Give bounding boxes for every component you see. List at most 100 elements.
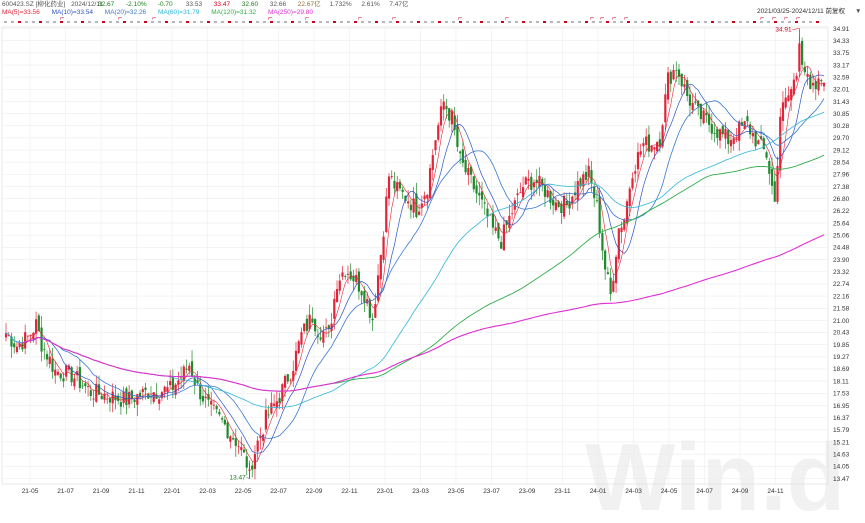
event-marker[interactable]: [25, 21, 28, 23]
event-marker[interactable]: [634, 21, 637, 23]
event-marker[interactable]: [494, 21, 497, 23]
event-marker[interactable]: [214, 21, 217, 23]
dropdown-arrow-icon[interactable]: ▼: [855, 8, 861, 15]
event-marker[interactable]: [424, 21, 427, 23]
event-marker[interactable]: [536, 21, 539, 23]
event-marker[interactable]: [375, 21, 378, 23]
event-flag-icon[interactable]: ⌐: [268, 15, 272, 22]
event-marker[interactable]: [543, 21, 546, 23]
event-marker[interactable]: [802, 21, 805, 23]
event-marker[interactable]: [606, 21, 609, 23]
event-marker[interactable]: [81, 21, 84, 23]
event-flag-icon[interactable]: ⌐: [624, 15, 628, 22]
event-marker[interactable]: [312, 21, 315, 23]
event-marker[interactable]: [53, 21, 56, 23]
event-flag-icon[interactable]: ⌐: [152, 15, 156, 22]
event-flag-icon[interactable]: ⌐: [784, 15, 788, 22]
event-marker[interactable]: [592, 21, 595, 23]
event-marker[interactable]: [816, 21, 819, 23]
event-marker[interactable]: [746, 21, 749, 23]
event-marker[interactable]: [480, 21, 483, 23]
event-marker[interactable]: [67, 21, 70, 23]
event-marker[interactable]: [298, 21, 301, 23]
event-marker[interactable]: [368, 21, 371, 23]
event-marker[interactable]: [354, 21, 357, 23]
event-marker[interactable]: [221, 21, 224, 23]
event-marker[interactable]: [284, 21, 287, 23]
event-marker[interactable]: [60, 21, 63, 23]
event-flag-icon[interactable]: ⌐: [772, 15, 776, 22]
event-flag-icon[interactable]: ⌐: [458, 15, 462, 22]
event-marker[interactable]: [648, 21, 651, 23]
event-marker[interactable]: [46, 21, 49, 23]
event-marker[interactable]: [200, 21, 203, 23]
event-marker[interactable]: [39, 21, 42, 23]
event-marker[interactable]: [529, 21, 532, 23]
event-marker[interactable]: [228, 21, 231, 23]
event-marker[interactable]: [193, 21, 196, 23]
event-marker[interactable]: [102, 21, 105, 23]
event-marker[interactable]: [396, 21, 399, 23]
event-marker[interactable]: [186, 21, 189, 23]
event-marker[interactable]: [767, 21, 770, 23]
event-marker[interactable]: [487, 21, 490, 23]
event-marker[interactable]: [620, 21, 623, 23]
event-marker[interactable]: [417, 21, 420, 23]
event-marker[interactable]: [508, 21, 511, 23]
event-marker[interactable]: [291, 21, 294, 23]
event-flag-icon[interactable]: ⌐: [600, 15, 604, 22]
event-marker[interactable]: [690, 21, 693, 23]
event-marker[interactable]: [655, 21, 658, 23]
event-marker[interactable]: [403, 21, 406, 23]
event-flag-icon[interactable]: ⌐: [392, 15, 396, 22]
event-marker[interactable]: [256, 21, 259, 23]
event-marker[interactable]: [172, 21, 175, 23]
event-marker[interactable]: [158, 21, 161, 23]
event-marker[interactable]: [795, 21, 798, 23]
event-marker[interactable]: [669, 21, 672, 23]
event-marker[interactable]: [697, 21, 700, 23]
event-marker[interactable]: [151, 21, 154, 23]
event-marker[interactable]: [179, 21, 182, 23]
event-marker[interactable]: [263, 21, 266, 23]
event-flag-icon[interactable]: ⌐: [590, 15, 594, 22]
event-marker[interactable]: [739, 21, 742, 23]
event-marker[interactable]: [704, 21, 707, 23]
event-marker[interactable]: [438, 21, 441, 23]
event-marker[interactable]: [641, 21, 644, 23]
date-range-label[interactable]: 2021/03/25-2024/12/11 前复权: [757, 6, 846, 15]
event-flag-icon[interactable]: ⌐: [118, 15, 122, 22]
event-marker[interactable]: [781, 21, 784, 23]
event-marker[interactable]: [627, 21, 630, 23]
event-marker[interactable]: [599, 21, 602, 23]
event-marker[interactable]: [74, 21, 77, 23]
event-marker[interactable]: [725, 21, 728, 23]
event-flag-icon[interactable]: ⌐: [60, 15, 64, 22]
event-marker[interactable]: [4, 21, 7, 23]
event-marker[interactable]: [326, 21, 329, 23]
event-marker[interactable]: [347, 21, 350, 23]
event-marker[interactable]: [788, 21, 791, 23]
event-marker[interactable]: [270, 21, 273, 23]
event-marker[interactable]: [452, 21, 455, 23]
event-marker[interactable]: [501, 21, 504, 23]
event-marker[interactable]: [95, 21, 98, 23]
event-marker[interactable]: [571, 21, 574, 23]
event-flag-icon[interactable]: ⌐: [796, 15, 800, 22]
event-marker[interactable]: [123, 21, 126, 23]
event-marker[interactable]: [578, 21, 581, 23]
event-marker[interactable]: [130, 21, 133, 23]
event-marker[interactable]: [277, 21, 280, 23]
event-marker[interactable]: [116, 21, 119, 23]
event-marker[interactable]: [515, 21, 518, 23]
event-marker[interactable]: [718, 21, 721, 23]
event-flag-icon[interactable]: ⌐: [305, 15, 309, 22]
event-marker[interactable]: [662, 21, 665, 23]
event-marker[interactable]: [18, 21, 21, 23]
event-marker[interactable]: [410, 21, 413, 23]
event-marker[interactable]: [361, 21, 364, 23]
event-marker[interactable]: [431, 21, 434, 23]
event-marker[interactable]: [242, 21, 245, 23]
event-marker[interactable]: [207, 21, 210, 23]
event-flag-icon[interactable]: ⌐: [505, 15, 509, 22]
